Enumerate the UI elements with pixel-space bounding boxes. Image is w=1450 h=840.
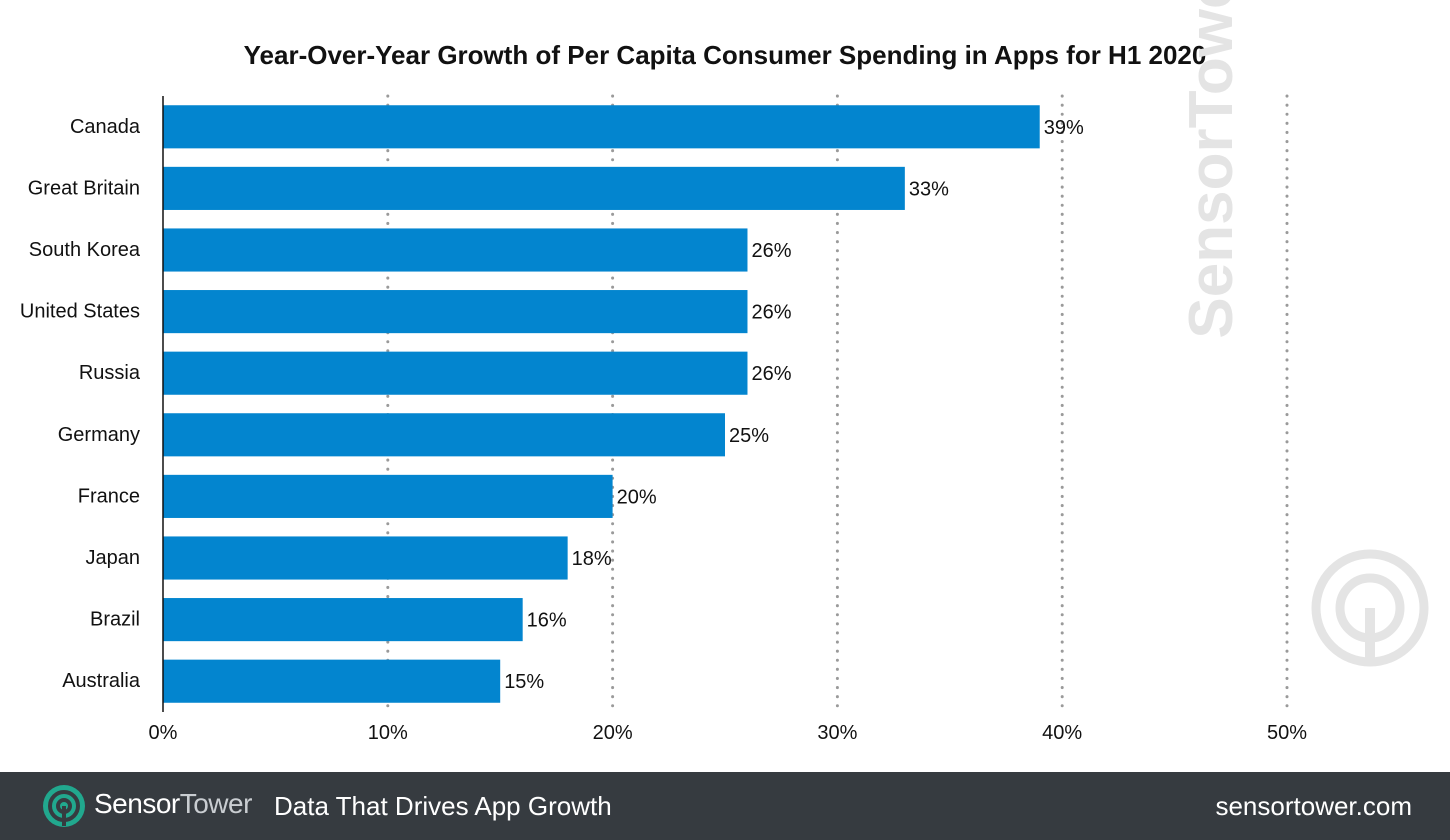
x-tick-labels: 0% 10% 20% 30% 40% 50%	[149, 722, 1308, 744]
x-tick-label: 30%	[817, 722, 857, 744]
value-label: 25%	[729, 425, 769, 447]
value-label: 20%	[617, 486, 657, 508]
bar	[163, 105, 1040, 149]
x-tick-label: 10%	[368, 722, 408, 744]
value-label: 26%	[751, 302, 791, 324]
value-label: 26%	[751, 240, 791, 262]
bar	[163, 166, 905, 210]
brand-name: SensorTower	[94, 788, 252, 820]
bar	[163, 659, 501, 703]
grid-lines	[386, 94, 1289, 714]
category-label: France	[78, 485, 140, 507]
bar	[163, 536, 568, 580]
value-label: 33%	[909, 178, 949, 200]
category-label: South Korea	[29, 239, 141, 261]
bar	[163, 228, 748, 272]
category-label: Brazil	[90, 609, 140, 631]
category-label: Germany	[58, 424, 140, 446]
watermark-logo-icon	[1311, 549, 1429, 667]
bar-chart: Canada Great Britain South Korea United Sta…	[20, 94, 1308, 744]
brand-name-primary: Sensor	[94, 788, 180, 819]
category-label: Canada	[70, 116, 141, 138]
bar	[163, 598, 523, 642]
footer-bar: SensorTower Data That Drives App Growth …	[0, 772, 1450, 840]
category-labels: Canada Great Britain South Korea United Sta…	[20, 116, 141, 692]
x-tick-label: 20%	[593, 722, 633, 744]
bar	[163, 290, 748, 334]
category-label: United States	[20, 301, 140, 323]
category-label: Russia	[79, 362, 141, 384]
bar	[163, 351, 748, 395]
value-label: 26%	[751, 363, 791, 385]
site-url-link[interactable]: sensortower.com	[1215, 791, 1412, 821]
category-label: Japan	[86, 547, 141, 569]
value-label: 15%	[504, 671, 544, 693]
bars	[163, 105, 1040, 703]
tagline: Data That Drives App Growth	[274, 791, 612, 821]
value-label: 18%	[572, 548, 612, 570]
sensortower-logo-icon	[43, 785, 85, 827]
bar	[163, 413, 725, 457]
watermark-text: SensorTower	[1176, 0, 1246, 339]
category-label: Great Britain	[28, 177, 140, 199]
chart-title: Year-Over-Year Growth of Per Capita Cons…	[243, 40, 1207, 70]
x-tick-label: 50%	[1267, 722, 1307, 744]
value-labels: 39% 33% 26% 26% 26% 25% 20% 18% 16% 15%	[504, 117, 1084, 693]
x-tick-label: 40%	[1042, 722, 1082, 744]
value-label: 39%	[1044, 117, 1084, 139]
x-tick-label: 0%	[149, 722, 178, 744]
brand-name-accent: Tower	[179, 788, 253, 819]
value-label: 16%	[527, 610, 567, 632]
category-label: Australia	[62, 670, 141, 692]
bar	[163, 474, 613, 518]
